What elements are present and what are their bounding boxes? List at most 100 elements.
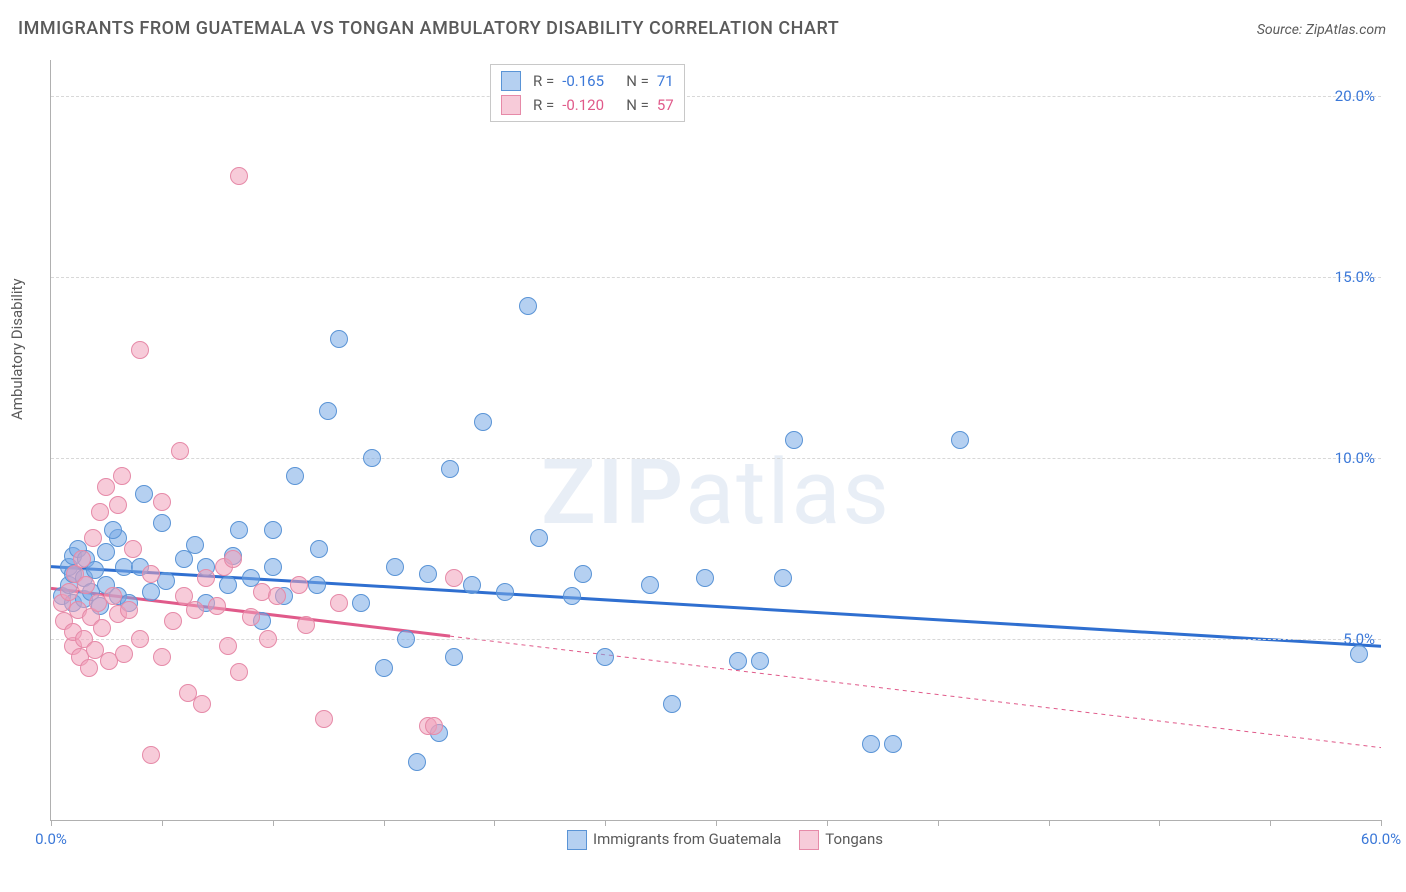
scatter-point-guatemala: [862, 735, 880, 753]
scatter-point-guatemala: [563, 587, 581, 605]
scatter-point-tongans: [131, 341, 149, 359]
watermark-light: atlas: [685, 440, 891, 545]
scatter-point-guatemala: [175, 550, 193, 568]
scatter-point-guatemala: [408, 753, 426, 771]
scatter-point-guatemala: [310, 540, 328, 558]
scatter-point-tongans: [297, 616, 315, 634]
scatter-point-tongans: [425, 717, 443, 735]
scatter-point-tongans: [60, 583, 78, 601]
x-tick: [1049, 820, 1050, 826]
scatter-point-guatemala: [330, 330, 348, 348]
scatter-point-tongans: [224, 550, 242, 568]
scatter-point-guatemala: [785, 431, 803, 449]
stats-row-tongans: R =-0.120N =57: [501, 93, 674, 117]
scatter-point-guatemala: [574, 565, 592, 583]
scatter-point-guatemala: [186, 536, 204, 554]
scatter-point-guatemala: [751, 652, 769, 670]
scatter-point-guatemala: [153, 514, 171, 532]
scatter-point-tongans: [171, 442, 189, 460]
source-name: ZipAtlas.com: [1306, 22, 1386, 38]
scatter-point-tongans: [290, 576, 308, 594]
stats-row-guatemala: R =-0.165N =71: [501, 69, 674, 93]
scatter-point-guatemala: [884, 735, 902, 753]
scatter-point-tongans: [330, 594, 348, 612]
scatter-point-guatemala: [696, 569, 714, 587]
scatter-point-guatemala: [286, 467, 304, 485]
scatter-point-guatemala: [1350, 645, 1368, 663]
n-value: 71: [657, 69, 674, 93]
scatter-point-tongans: [115, 645, 133, 663]
scatter-point-guatemala: [230, 521, 248, 539]
scatter-point-tongans: [193, 695, 211, 713]
gridline: [51, 277, 1381, 278]
scatter-point-guatemala: [363, 449, 381, 467]
scatter-point-tongans: [84, 529, 102, 547]
swatch-guatemala: [501, 71, 521, 91]
scatter-point-tongans: [73, 550, 91, 568]
stats-legend: R =-0.165N =71R =-0.120N =57: [490, 64, 685, 122]
x-tick: [827, 820, 828, 826]
trend-lines: [51, 60, 1381, 820]
gridline: [51, 96, 1381, 97]
scatter-point-tongans: [124, 540, 142, 558]
x-tick: [605, 820, 606, 826]
scatter-point-tongans: [104, 587, 122, 605]
scatter-point-tongans: [109, 496, 127, 514]
scatter-point-guatemala: [445, 648, 463, 666]
y-tick-label: 10.0%: [1335, 449, 1375, 467]
n-label: N =: [626, 93, 649, 117]
scatter-point-guatemala: [774, 569, 792, 587]
scatter-point-guatemala: [463, 576, 481, 594]
x-tick: [384, 820, 385, 826]
source-prefix: Source:: [1257, 22, 1306, 38]
scatter-point-guatemala: [386, 558, 404, 576]
scatter-point-guatemala: [97, 543, 115, 561]
scatter-point-tongans: [186, 601, 204, 619]
scatter-point-guatemala: [264, 521, 282, 539]
x-tick: [1159, 820, 1160, 826]
y-axis-label: Ambulatory Disability: [8, 278, 26, 420]
scatter-point-tongans: [97, 478, 115, 496]
scatter-chart: ZIPatlas 5.0%10.0%15.0%20.0%0.0%60.0%Imm…: [50, 60, 1381, 821]
scatter-point-tongans: [197, 569, 215, 587]
scatter-point-guatemala: [157, 572, 175, 590]
scatter-point-guatemala: [519, 297, 537, 315]
scatter-point-guatemala: [663, 695, 681, 713]
y-tick-label: 20.0%: [1335, 87, 1375, 105]
scatter-point-guatemala: [219, 576, 237, 594]
page-title: IMMIGRANTS FROM GUATEMALA VS TONGAN AMBU…: [18, 18, 839, 39]
y-tick-label: 15.0%: [1335, 268, 1375, 286]
scatter-point-guatemala: [729, 652, 747, 670]
scatter-point-guatemala: [264, 558, 282, 576]
trendline-dashed-tongans: [450, 636, 1381, 747]
scatter-point-tongans: [445, 569, 463, 587]
x-tick: [938, 820, 939, 826]
swatch-guatemala: [567, 830, 587, 850]
scatter-point-tongans: [91, 503, 109, 521]
scatter-point-tongans: [153, 493, 171, 511]
scatter-point-tongans: [315, 710, 333, 728]
r-value: -0.165: [562, 69, 618, 93]
scatter-point-tongans: [120, 601, 138, 619]
legend-label-guatemala: Immigrants from Guatemala: [593, 830, 781, 848]
scatter-point-guatemala: [596, 648, 614, 666]
scatter-point-tongans: [242, 608, 260, 626]
swatch-tongans: [501, 95, 521, 115]
scatter-point-guatemala: [496, 583, 514, 601]
scatter-point-guatemala: [308, 576, 326, 594]
gridline: [51, 458, 1381, 459]
scatter-point-tongans: [153, 648, 171, 666]
scatter-point-tongans: [93, 619, 111, 637]
scatter-point-guatemala: [352, 594, 370, 612]
watermark-bold: ZIP: [541, 440, 685, 545]
scatter-point-tongans: [219, 637, 237, 655]
x-tick: [273, 820, 274, 826]
scatter-point-guatemala: [441, 460, 459, 478]
swatch-tongans: [799, 830, 819, 850]
bottom-legend: Immigrants from GuatemalaTongans: [51, 830, 1381, 850]
scatter-point-guatemala: [474, 413, 492, 431]
gridline: [51, 639, 1381, 640]
r-value: -0.120: [562, 93, 618, 117]
scatter-point-tongans: [230, 663, 248, 681]
scatter-point-tongans: [208, 597, 226, 615]
